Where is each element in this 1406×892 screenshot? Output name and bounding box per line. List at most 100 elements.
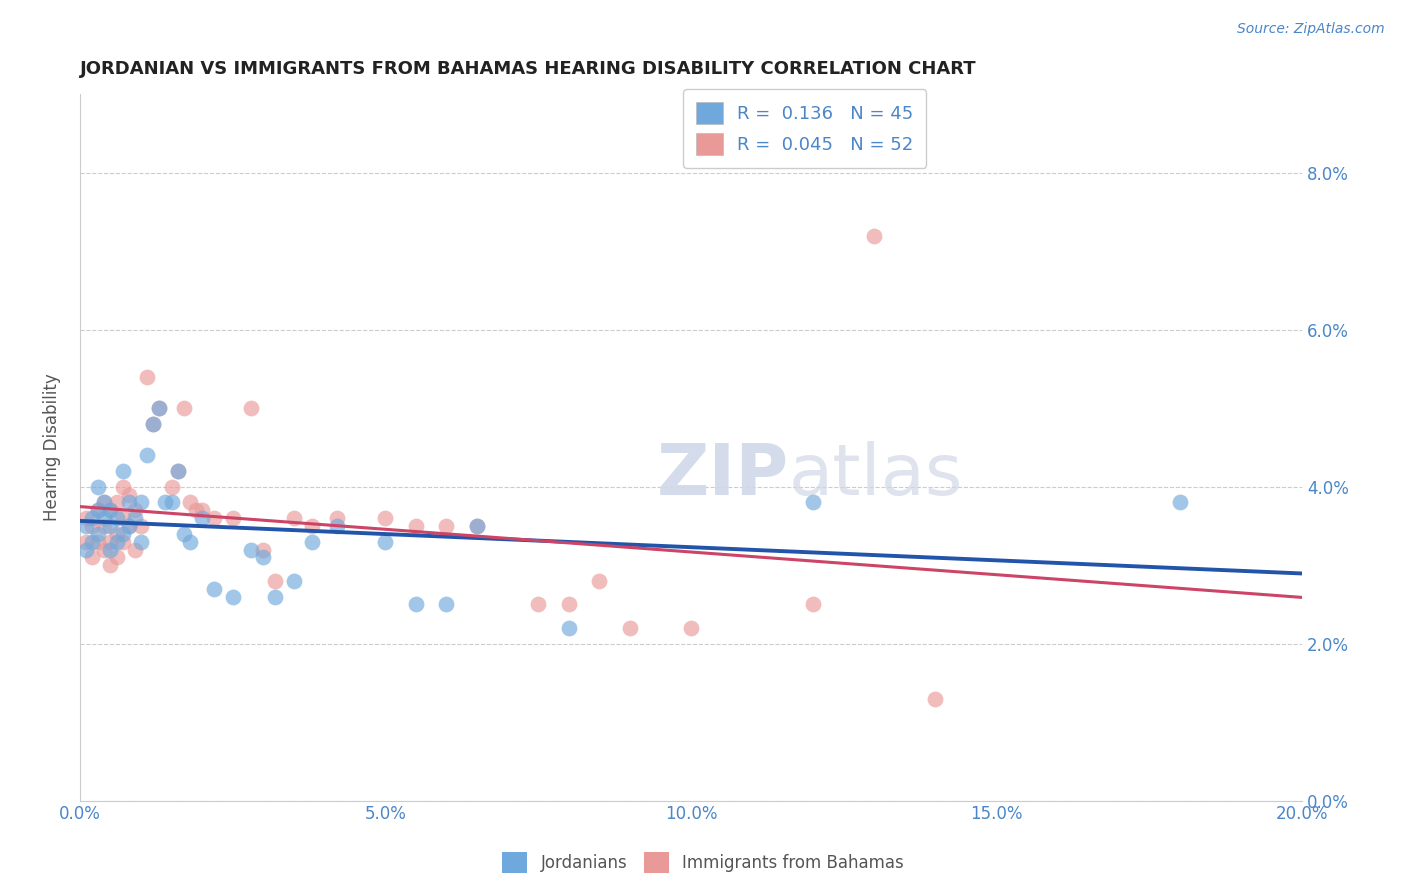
Point (557, 598, 579, 612)
Point (111, 526, 134, 541)
Text: atlas: atlas (789, 442, 963, 510)
Point (124, 503, 146, 517)
Point (301, 534, 323, 549)
Point (239, 401, 262, 416)
Point (374, 534, 396, 549)
Point (87, 534, 110, 549)
Point (184, 503, 207, 517)
Point (191, 503, 214, 517)
Point (527, 598, 550, 612)
Point (264, 574, 287, 588)
Point (80, 534, 103, 549)
Point (679, 621, 702, 635)
Point (155, 495, 177, 509)
Point (100, 503, 122, 517)
Point (252, 542, 274, 557)
Point (1168, 495, 1191, 509)
Y-axis label: Hearing Disability: Hearing Disability (44, 374, 60, 522)
Point (148, 401, 170, 416)
Point (111, 511, 134, 525)
Point (87, 503, 110, 517)
Legend: R =  0.136   N = 45, R =  0.045   N = 52: R = 0.136 N = 45, R = 0.045 N = 52 (683, 89, 927, 168)
Point (100, 503, 122, 517)
Point (325, 519, 347, 533)
Point (221, 511, 243, 525)
Point (191, 511, 214, 525)
Point (80, 511, 103, 525)
Point (129, 534, 152, 549)
Point (105, 550, 128, 565)
Point (136, 370, 159, 384)
Point (325, 511, 347, 525)
Point (252, 550, 274, 565)
Point (142, 417, 165, 431)
Point (100, 519, 122, 533)
Point (557, 621, 579, 635)
Point (100, 542, 122, 557)
Point (93, 542, 115, 557)
Point (436, 519, 458, 533)
Point (166, 464, 188, 478)
Point (129, 495, 152, 509)
Point (465, 519, 488, 533)
Point (124, 511, 146, 525)
Point (124, 542, 146, 557)
Text: JORDANIAN VS IMMIGRANTS FROM BAHAMAS HEARING DISABILITY CORRELATION CHART: JORDANIAN VS IMMIGRANTS FROM BAHAMAS HEA… (80, 60, 977, 78)
Point (105, 495, 128, 509)
Point (148, 401, 170, 416)
Point (118, 495, 141, 509)
Point (863, 228, 886, 243)
Point (75, 542, 97, 557)
Point (87, 503, 110, 517)
Text: Source: ZipAtlas.com: Source: ZipAtlas.com (1237, 22, 1385, 37)
Point (173, 526, 195, 541)
Point (93, 519, 115, 533)
Point (93, 495, 115, 509)
Point (111, 480, 134, 494)
Point (374, 511, 396, 525)
Point (264, 590, 287, 604)
Point (405, 598, 427, 612)
Point (179, 495, 201, 509)
Point (105, 526, 128, 541)
Point (105, 511, 128, 525)
Point (111, 534, 134, 549)
Point (283, 574, 305, 588)
Point (80, 519, 103, 533)
Point (87, 526, 110, 541)
Point (160, 480, 183, 494)
Point (202, 582, 225, 596)
Point (75, 534, 97, 549)
Point (173, 401, 195, 416)
Point (221, 590, 243, 604)
Point (93, 511, 115, 525)
Text: ZIP: ZIP (657, 442, 789, 510)
Point (619, 621, 641, 635)
Point (160, 495, 183, 509)
Point (166, 464, 188, 478)
Point (105, 534, 128, 549)
Point (118, 519, 141, 533)
Point (239, 542, 262, 557)
Point (801, 495, 824, 509)
Point (405, 519, 427, 533)
Point (436, 598, 458, 612)
Point (87, 480, 110, 494)
Point (75, 511, 97, 525)
Point (75, 519, 97, 533)
Point (100, 558, 122, 573)
Legend: Jordanians, Immigrants from Bahamas: Jordanians, Immigrants from Bahamas (495, 846, 911, 880)
Point (465, 519, 488, 533)
Point (202, 511, 225, 525)
Point (111, 464, 134, 478)
Point (118, 519, 141, 533)
Point (142, 417, 165, 431)
Point (80, 550, 103, 565)
Point (118, 487, 141, 501)
Point (136, 449, 159, 463)
Point (100, 534, 122, 549)
Point (283, 511, 305, 525)
Point (801, 598, 824, 612)
Point (93, 495, 115, 509)
Point (588, 574, 610, 588)
